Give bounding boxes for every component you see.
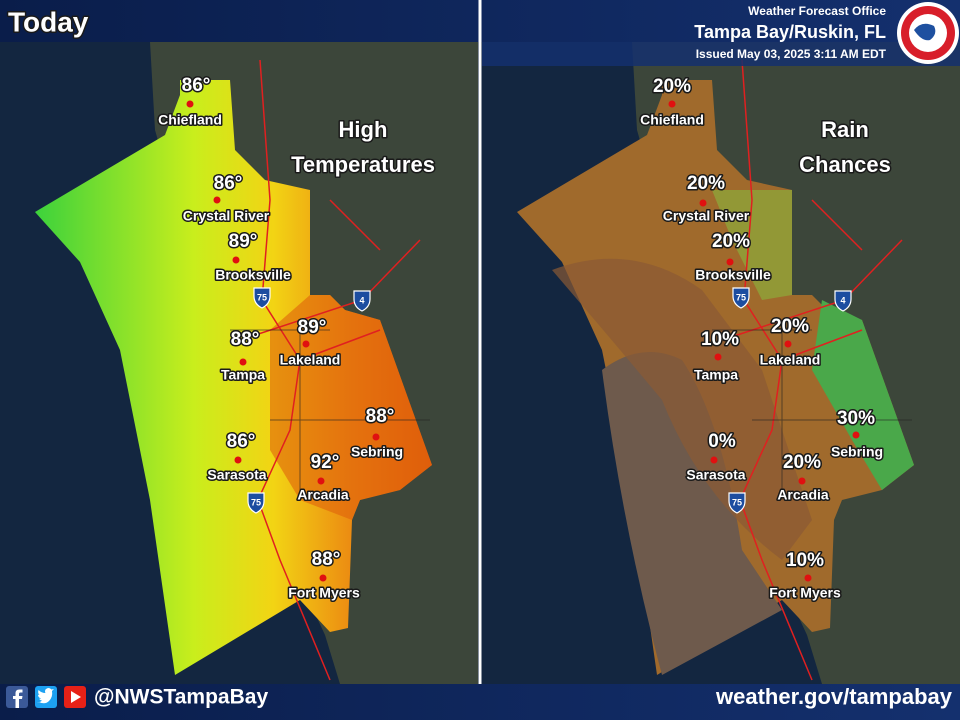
city-name: Fort Myers xyxy=(288,585,360,601)
city-dot xyxy=(186,100,194,108)
city-dot xyxy=(804,574,812,582)
city-name: Fort Myers xyxy=(769,585,841,601)
city-dot xyxy=(302,340,310,348)
county-lines xyxy=(712,329,912,500)
forecast-area xyxy=(35,80,432,675)
city-dot xyxy=(213,196,221,204)
city-name: Lakeland xyxy=(760,352,821,368)
city-name: Sarasota xyxy=(207,467,266,483)
city-dot xyxy=(714,353,722,361)
highway-shield xyxy=(728,492,746,514)
forecast-value: 20% xyxy=(712,231,750,252)
city-dot xyxy=(710,456,718,464)
highway-shield xyxy=(732,287,750,309)
forecast-value: 20% xyxy=(687,173,725,194)
panel-title: Temperatures xyxy=(291,152,435,177)
city-name: Crystal River xyxy=(183,208,270,224)
forecast-value: 30% xyxy=(837,408,875,429)
social-handle[interactable]: @NWSTampaBay xyxy=(94,686,268,709)
forecast-value: 86° xyxy=(182,75,211,96)
city-dot xyxy=(726,258,734,266)
city-dot xyxy=(699,199,707,207)
city-name: Tampa xyxy=(221,367,265,383)
wet-area xyxy=(812,300,914,490)
city-dot xyxy=(234,456,242,464)
footer-bar xyxy=(0,684,960,720)
panel-title: Chances xyxy=(799,152,891,177)
map-panel: Rain Chances 75 75 4 20% Chiefland 20% Crystal R… xyxy=(517,42,960,684)
page-title: Today xyxy=(8,6,89,37)
highway-number: 75 xyxy=(257,292,267,302)
moist-area xyxy=(712,190,792,300)
highway-shield xyxy=(353,290,371,312)
city-name: Sebring xyxy=(351,444,403,460)
forecast-value: 89° xyxy=(298,317,327,338)
hot-area xyxy=(270,295,432,520)
city-dot xyxy=(232,256,240,264)
map-panel: High Temperatures 75 75 4 86° Chiefland 86° Crys… xyxy=(35,42,478,684)
city-dot xyxy=(319,574,327,582)
nws-logo xyxy=(897,2,959,64)
highway-shield xyxy=(247,492,265,514)
highway-number: 75 xyxy=(732,497,742,507)
city-name: Arcadia xyxy=(777,487,829,503)
city-name: Chiefland xyxy=(158,112,222,128)
panel-title: Rain xyxy=(821,117,869,142)
forecast-value: 10% xyxy=(786,550,824,571)
city-name: Brooksville xyxy=(695,267,771,283)
issued: Issued May 03, 2025 3:11 AM EDT xyxy=(696,47,887,61)
city-dot xyxy=(784,340,792,348)
panel-title: High xyxy=(339,117,388,142)
twitter-icon[interactable] xyxy=(35,686,57,708)
city-name: Arcadia xyxy=(297,487,349,503)
forecast-value: 20% xyxy=(653,76,691,97)
highway-shield xyxy=(253,287,271,309)
city-dot xyxy=(798,477,806,485)
city-name: Lakeland xyxy=(280,352,341,368)
header-extension xyxy=(482,42,960,66)
forecast-value: 92° xyxy=(311,452,340,473)
city-name: Sebring xyxy=(831,444,883,460)
city-dot xyxy=(852,431,860,439)
city-name: Brooksville xyxy=(215,267,291,283)
highway-number: 4 xyxy=(359,295,364,305)
office: Weather Forecast Office xyxy=(748,4,886,18)
city-name: Chiefland xyxy=(640,112,704,128)
city-dot xyxy=(317,477,325,485)
city-dot xyxy=(668,100,676,108)
city-name: Sarasota xyxy=(686,467,745,483)
dry-area xyxy=(602,352,782,675)
highway-number: 4 xyxy=(840,295,845,305)
youtube-icon[interactable] xyxy=(64,686,86,708)
forecast-value: 89° xyxy=(229,231,258,252)
highway-number: 75 xyxy=(251,497,261,507)
forecast-value: 86° xyxy=(227,431,256,452)
facebook-icon[interactable] xyxy=(6,686,28,708)
forecast-value: 10% xyxy=(701,329,739,350)
city-name: Tampa xyxy=(694,367,738,383)
website[interactable]: weather.gov/tampabay xyxy=(715,684,953,709)
forecast-value: 20% xyxy=(783,452,821,473)
forecast-value: 88° xyxy=(366,406,395,427)
highway-number: 75 xyxy=(736,292,746,302)
city-dot xyxy=(239,358,247,366)
city-name: Crystal River xyxy=(663,208,750,224)
city-dot xyxy=(372,433,380,441)
forecast-value: 86° xyxy=(214,173,243,194)
forecast-value: 20% xyxy=(771,316,809,337)
forecast-value: 88° xyxy=(231,329,260,350)
county-lines xyxy=(230,329,430,500)
forecast-value: 0% xyxy=(708,431,736,452)
forecast-value: 88° xyxy=(312,549,341,570)
location: Tampa Bay/Ruskin, FL xyxy=(694,22,886,42)
highway-shield xyxy=(834,290,852,312)
